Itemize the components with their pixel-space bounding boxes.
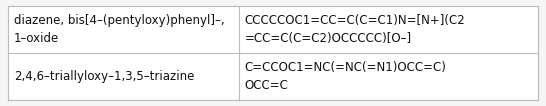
Bar [8,6,538,53]
Text: 2,4,6–triallyloxy–1,3,5–triazine: 2,4,6–triallyloxy–1,3,5–triazine [14,70,194,83]
Text: C=CCOC1=NC(=NC(=N1)OCC=C)
OCC=C: C=CCOC1=NC(=NC(=N1)OCC=C) OCC=C [245,61,447,92]
Text: diazene, bis[4–(pentyloxy)phenyl]–,
1–oxide: diazene, bis[4–(pentyloxy)phenyl]–, 1–ox… [14,14,224,45]
Text: CCCCCOC1=CC=C(C=C1)N=[N+](C2
=CC=C(C=C2)OCCCCC)[O–]: CCCCCOC1=CC=C(C=C1)N=[N+](C2 =CC=C(C=C2)… [245,14,465,45]
Bar [8,53,538,100]
